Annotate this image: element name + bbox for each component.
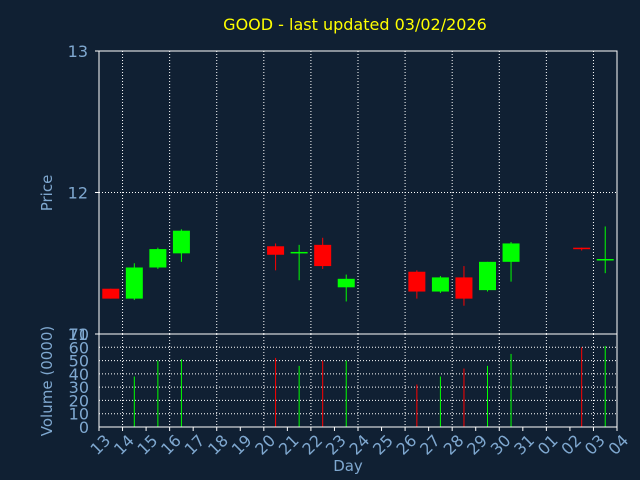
candle-body [431,277,449,292]
volume-bars [133,345,606,427]
candle-body [455,277,473,299]
x-axis-label: Day [333,457,363,475]
candle-body [314,244,332,267]
candle-body [149,249,167,268]
volume-tick-label: 60 [69,338,89,357]
candle-body [125,267,143,299]
candle-body [479,261,496,291]
price-tick-label: 11 [68,325,88,344]
volume-tick-label: 30 [69,378,89,397]
candle-body [337,278,355,288]
price-tick-label: 12 [68,184,88,203]
price-panel: 11 12 13 Price [38,42,618,344]
price-grid [99,51,617,334]
candle-body [172,230,190,254]
chart-title: GOOD - last updated 03/02/2026 [223,15,487,34]
volume-tick-label: 40 [69,365,89,384]
volume-tick-label: 50 [69,352,89,371]
candle-body [596,259,614,261]
volume-tick-label: 0 [79,418,89,437]
volume-grid [99,334,617,427]
volume-tick-label: 20 [69,391,89,410]
price-tick-label: 13 [68,42,88,61]
volume-axis-label: Volume (0000) [38,326,56,436]
volume-tick-label: 70 [69,325,89,344]
candle-body [267,246,285,255]
price-axis-ticks: 11 12 13 [68,42,99,344]
candle-body [573,247,591,250]
volume-tick-label: 10 [69,405,89,424]
candle-body [102,288,120,299]
candle-body [408,271,426,292]
candle-body [290,251,308,254]
price-axis-label: Price [38,175,56,212]
candle-body [502,243,520,262]
price-candles [102,226,614,306]
